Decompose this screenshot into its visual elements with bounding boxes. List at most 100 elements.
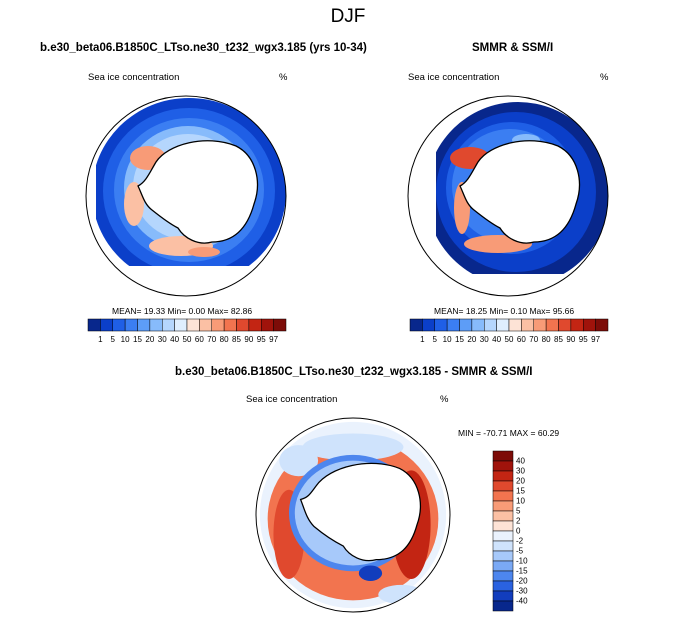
diff-colorbar-swatch xyxy=(492,500,514,512)
obs-colorbar-swatch xyxy=(459,318,473,332)
model-colorbar-swatch xyxy=(248,318,262,332)
diff-colorbar-swatch xyxy=(492,550,514,562)
diff-colorbar-tick-label: 2 xyxy=(516,516,521,526)
model-colorbar-tick-label: 40 xyxy=(170,335,180,344)
model-colorbar-tick-label: 30 xyxy=(157,335,167,344)
diff-colorbar-swatch xyxy=(492,520,514,532)
diff-units-label: % xyxy=(440,394,449,405)
obs-colorbar-tick-label: 85 xyxy=(554,335,563,344)
obs-map-boundary xyxy=(407,95,609,297)
model-colorbar-swatch xyxy=(273,318,287,332)
diff-colorbar-tick-label: 5 xyxy=(516,506,521,516)
model-colorbar-tick-label: 1 xyxy=(98,335,103,344)
obs-colorbar-swatch xyxy=(471,318,485,332)
diff-colorbar-labels: 40 30 20 15 10 5 2 0 -2 -5 -10 -15 -20 -30 -40 xyxy=(516,451,546,611)
obs-colorbar-tick-label: 30 xyxy=(479,335,489,344)
model-colorbar-swatch xyxy=(149,318,163,332)
diff-colorbar-tick-label: -30 xyxy=(516,586,528,596)
diff-colorbar-swatch xyxy=(492,490,514,502)
model-units-label: % xyxy=(279,72,288,83)
model-colorbar-swatch xyxy=(162,318,175,332)
model-colorbar-swatch xyxy=(124,318,138,332)
obs-colorbar-tick-label: 80 xyxy=(541,335,551,344)
diff-colorbar-tick-label: 40 xyxy=(516,456,525,466)
model-colorbar-tick-label: 50 xyxy=(182,335,192,344)
diff-colorbar-swatch xyxy=(492,510,514,522)
model-colorbar-tick-label: 95 xyxy=(256,335,266,344)
model-colorbar-swatch xyxy=(186,318,200,332)
obs-colorbar-tick-label: 10 xyxy=(442,335,452,344)
diff-colorbar-swatch xyxy=(492,580,514,592)
obs-colorbar-tick-label: 5 xyxy=(432,335,437,344)
obs-colorbar-swatch xyxy=(446,318,460,332)
model-panel-title: b.e30_beta06.B1850C_LTso.ne30_t232_wgx3.… xyxy=(40,42,367,54)
diff-colorbar-swatch xyxy=(492,560,514,572)
model-colorbar-tick-label: 70 xyxy=(207,335,217,344)
obs-colorbar-tick-label: 15 xyxy=(455,335,464,344)
obs-colorbar-swatch xyxy=(422,318,435,332)
diff-map-boundary xyxy=(255,417,451,613)
model-colorbar-tick-label: 20 xyxy=(145,335,155,344)
obs-colorbar-swatch xyxy=(484,318,497,332)
figure-title: DJF xyxy=(330,6,366,27)
model-colorbar-tick-label: 90 xyxy=(244,335,254,344)
obs-colorbar-tick-label: 1 xyxy=(420,335,425,344)
model-colorbar-swatch xyxy=(87,318,101,332)
obs-colorbar-swatch xyxy=(583,318,596,332)
model-colorbar-swatch xyxy=(174,318,188,332)
diff-antarctica-landmass xyxy=(299,462,421,562)
obs-colorbar-tick-label: 60 xyxy=(516,335,526,344)
obs-polar-map xyxy=(407,95,609,297)
model-colorbar-swatch xyxy=(199,318,212,332)
obs-colorbar-swatch xyxy=(533,318,547,332)
obs-colorbar-swatch xyxy=(558,318,572,332)
obs-panel-title: SMMR & SSM/I xyxy=(472,42,554,54)
obs-colorbar-tick-label: 20 xyxy=(467,335,477,344)
obs-colorbar-swatch xyxy=(570,318,584,332)
model-colorbar-swatch xyxy=(112,318,126,332)
model-colorbar xyxy=(87,318,287,332)
obs-colorbar xyxy=(409,318,609,332)
obs-colorbar-tick-label: 97 xyxy=(591,335,601,344)
obs-variable-label: Sea ice concentration xyxy=(408,72,500,83)
model-colorbar-tick-label: 10 xyxy=(120,335,130,344)
obs-units-label: % xyxy=(600,72,609,83)
diff-colorbar-swatch xyxy=(492,450,514,462)
model-colorbar-labels: 1 5 10 15 20 30 40 50 60 70 80 85 90 95 97 xyxy=(88,335,286,347)
model-colorbar-swatch xyxy=(261,318,274,332)
model-antarctica-landmass xyxy=(137,140,258,244)
diff-colorbar-tick-label: -20 xyxy=(516,576,528,586)
diff-stats: MIN = -70.71 MAX = 60.29 xyxy=(458,428,560,438)
model-colorbar-swatch xyxy=(100,318,113,332)
obs-colorbar-tick-label: 70 xyxy=(529,335,539,344)
obs-colorbar-tick-label: 95 xyxy=(578,335,588,344)
diff-colorbar-tick-label: -15 xyxy=(516,566,528,576)
model-colorbar-swatch xyxy=(211,318,225,332)
model-colorbar-swatch xyxy=(137,318,151,332)
model-colorbar-tick-label: 85 xyxy=(232,335,241,344)
diff-colorbar-tick-label: 10 xyxy=(516,496,525,506)
diff-colorbar-tick-label: -40 xyxy=(516,596,528,606)
diff-colorbar-swatch xyxy=(492,530,514,542)
model-colorbar-swatch xyxy=(236,318,250,332)
diff-colorbar-tick-label: 15 xyxy=(516,486,525,496)
diff-colorbar xyxy=(492,450,514,612)
obs-stats: MEAN= 18.25 Min= 0.10 Max= 95.66 xyxy=(434,306,575,316)
obs-antarctica-landmass xyxy=(459,140,580,244)
diff-polar-map xyxy=(255,417,451,613)
model-colorbar-tick-label: 60 xyxy=(194,335,204,344)
obs-colorbar-swatch xyxy=(545,318,559,332)
obs-colorbar-tick-label: 50 xyxy=(504,335,514,344)
obs-colorbar-swatch xyxy=(496,318,510,332)
diff-colorbar-tick-label: -10 xyxy=(516,556,528,566)
model-colorbar-tick-label: 80 xyxy=(219,335,229,344)
obs-colorbar-tick-label: 40 xyxy=(492,335,502,344)
model-variable-label: Sea ice concentration xyxy=(88,72,180,83)
obs-colorbar-tick-label: 90 xyxy=(566,335,576,344)
diff-colorbar-tick-label: -2 xyxy=(516,536,524,546)
diff-panel-title: b.e30_beta06.B1850C_LTso.ne30_t232_wgx3.… xyxy=(175,366,533,378)
model-colorbar-tick-label: 15 xyxy=(133,335,142,344)
obs-colorbar-swatch xyxy=(409,318,423,332)
obs-colorbar-swatch xyxy=(508,318,522,332)
obs-colorbar-labels: 1 5 10 15 20 30 40 50 60 70 80 85 90 95 97 xyxy=(410,335,608,347)
